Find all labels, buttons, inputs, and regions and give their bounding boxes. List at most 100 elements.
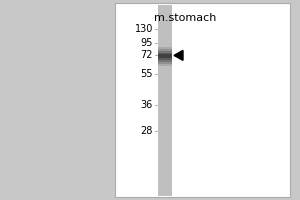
Bar — [158, 37, 172, 40]
Bar — [158, 35, 172, 38]
Text: 36: 36 — [141, 100, 153, 110]
Bar — [158, 110, 172, 112]
Bar — [158, 127, 172, 129]
Bar — [158, 54, 172, 57]
Bar — [158, 5, 172, 195]
Bar — [158, 166, 172, 169]
Bar — [158, 106, 172, 108]
Bar — [158, 102, 172, 104]
Bar — [158, 52, 172, 55]
Bar — [158, 41, 172, 44]
Bar — [158, 178, 172, 180]
Bar — [158, 87, 172, 89]
Bar — [158, 157, 172, 159]
Text: 55: 55 — [140, 69, 153, 79]
Bar — [158, 113, 172, 116]
Bar — [158, 24, 172, 26]
Bar — [158, 33, 172, 36]
Bar — [158, 92, 172, 95]
Bar — [158, 111, 172, 114]
Bar — [158, 89, 172, 91]
Bar — [158, 83, 172, 85]
Bar — [158, 159, 172, 161]
Bar — [158, 98, 172, 100]
Bar — [158, 140, 172, 142]
Bar — [158, 45, 172, 47]
Bar — [158, 75, 172, 78]
Text: 72: 72 — [140, 50, 153, 60]
Bar — [158, 153, 172, 156]
Bar — [158, 64, 172, 66]
Polygon shape — [174, 50, 183, 60]
Bar — [158, 151, 172, 154]
Bar — [158, 58, 172, 61]
Bar — [158, 170, 172, 173]
Text: 28: 28 — [141, 126, 153, 136]
Bar — [158, 16, 172, 19]
Bar — [158, 49, 172, 51]
Bar — [158, 193, 172, 196]
Bar — [158, 60, 172, 62]
Bar — [158, 79, 172, 82]
Bar — [158, 11, 172, 13]
Bar — [158, 115, 172, 118]
Bar — [158, 176, 172, 178]
Text: 130: 130 — [135, 24, 153, 34]
Bar — [158, 168, 172, 171]
Bar — [115, 3, 290, 197]
Bar — [158, 39, 172, 42]
Bar — [158, 30, 172, 32]
Bar — [158, 100, 172, 102]
Bar — [158, 90, 172, 93]
Bar — [158, 132, 172, 135]
Bar — [158, 146, 172, 148]
Bar — [158, 189, 172, 192]
Bar — [158, 142, 172, 144]
Bar — [158, 5, 172, 7]
Bar — [158, 172, 172, 175]
Bar — [158, 43, 172, 45]
Bar — [158, 28, 172, 30]
Bar — [158, 123, 172, 125]
Bar — [158, 85, 172, 87]
Bar — [158, 13, 172, 15]
Bar — [158, 149, 172, 152]
Bar — [158, 66, 172, 68]
Bar — [158, 136, 172, 138]
Bar — [158, 15, 172, 17]
Bar — [158, 47, 172, 49]
Bar — [158, 7, 172, 9]
Bar — [158, 187, 172, 190]
Bar — [158, 148, 172, 150]
Bar — [158, 81, 172, 83]
Bar — [158, 9, 172, 11]
Bar — [158, 186, 172, 188]
Bar — [158, 134, 172, 137]
Bar — [158, 144, 172, 146]
Bar — [158, 117, 172, 119]
Text: m.stomach: m.stomach — [154, 13, 216, 23]
Bar — [158, 20, 172, 23]
Bar — [158, 32, 172, 34]
Bar — [158, 104, 172, 106]
Bar — [158, 155, 172, 158]
Bar — [158, 18, 172, 21]
Bar — [158, 70, 172, 72]
Bar — [158, 165, 172, 167]
Text: 95: 95 — [141, 38, 153, 48]
Bar — [158, 22, 172, 24]
Bar — [158, 130, 172, 133]
Bar — [158, 129, 172, 131]
Bar — [158, 72, 172, 74]
Bar — [158, 184, 172, 186]
Bar — [158, 125, 172, 127]
Bar — [158, 191, 172, 194]
Bar — [158, 161, 172, 163]
Bar — [158, 119, 172, 121]
Bar — [158, 180, 172, 182]
Bar — [158, 108, 172, 110]
Bar — [158, 121, 172, 123]
Bar — [158, 94, 172, 97]
Bar — [158, 174, 172, 176]
Bar — [158, 77, 172, 80]
